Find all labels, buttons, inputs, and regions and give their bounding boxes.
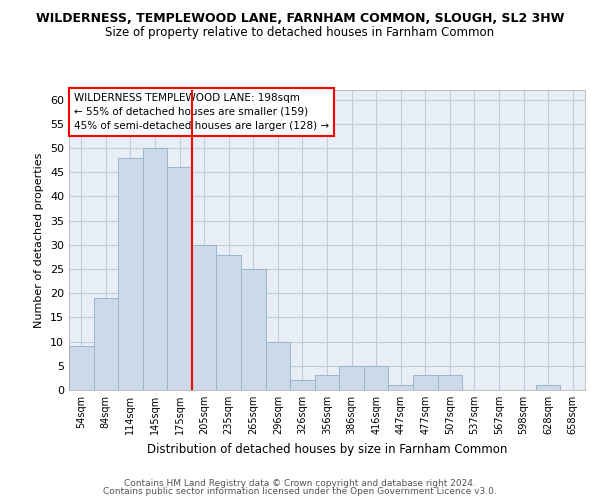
Bar [388, 385, 413, 390]
Bar [413, 376, 437, 390]
Text: WILDERNESS TEMPLEWOOD LANE: 198sqm
← 55% of detached houses are smaller (159)
45: WILDERNESS TEMPLEWOOD LANE: 198sqm ← 55%… [74, 93, 329, 131]
Bar [339, 366, 364, 390]
Bar [94, 298, 118, 390]
Bar [241, 269, 266, 390]
Text: WILDERNESS, TEMPLEWOOD LANE, FARNHAM COMMON, SLOUGH, SL2 3HW: WILDERNESS, TEMPLEWOOD LANE, FARNHAM COM… [36, 12, 564, 26]
Bar [536, 385, 560, 390]
X-axis label: Distribution of detached houses by size in Farnham Common: Distribution of detached houses by size … [147, 442, 507, 456]
Bar [437, 376, 462, 390]
Y-axis label: Number of detached properties: Number of detached properties [34, 152, 44, 328]
Bar [118, 158, 143, 390]
Bar [364, 366, 388, 390]
Bar [143, 148, 167, 390]
Bar [167, 168, 192, 390]
Bar [315, 376, 339, 390]
Bar [290, 380, 315, 390]
Bar [266, 342, 290, 390]
Text: Contains public sector information licensed under the Open Government Licence v3: Contains public sector information licen… [103, 487, 497, 496]
Bar [69, 346, 94, 390]
Bar [217, 254, 241, 390]
Text: Contains HM Land Registry data © Crown copyright and database right 2024.: Contains HM Land Registry data © Crown c… [124, 478, 476, 488]
Text: Size of property relative to detached houses in Farnham Common: Size of property relative to detached ho… [106, 26, 494, 39]
Bar [192, 245, 217, 390]
